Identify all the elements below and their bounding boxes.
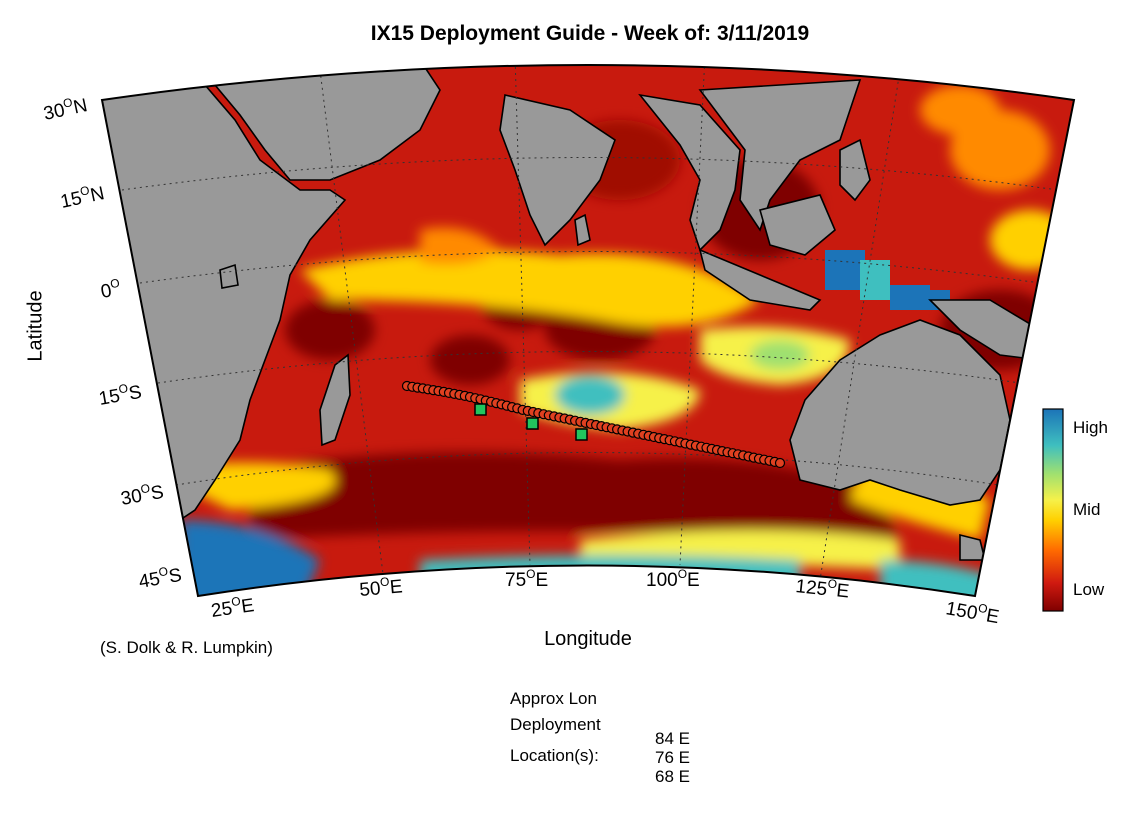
- deployment-label-3: Location(s):: [510, 746, 599, 765]
- track-point: [774, 457, 786, 469]
- lat-tick-label: 30ON: [41, 92, 89, 125]
- lon-tick-label: 75OE: [505, 567, 548, 591]
- high-patch: [890, 285, 930, 310]
- lat-tick-label: 15OS: [97, 379, 144, 410]
- deployment-marker: [474, 403, 487, 416]
- chart-title: IX15 Deployment Guide - Week of: 3/11/20…: [370, 22, 810, 45]
- lon-tick-label: 50OE: [358, 573, 403, 601]
- deployment-marker: [526, 417, 539, 430]
- lat-tick-label: 0O: [99, 276, 123, 303]
- lat-tick-label: 30OS: [119, 479, 166, 510]
- y-axis-label: Latitude: [24, 290, 47, 362]
- colorbar-label-mid: Mid: [1073, 500, 1101, 519]
- lon-tick-label: 25OE: [209, 592, 255, 622]
- graticule: [121, 65, 1059, 591]
- deployment-label-1: Approx Lon: [510, 689, 597, 708]
- lon-tick-label: 125OE: [794, 573, 850, 602]
- lat-ticks: 30ON 15ON 0O 15OS 30OS 45OS: [41, 92, 184, 593]
- deployment-value: 68 E: [655, 767, 690, 786]
- ship-track: [401, 380, 786, 469]
- high-patch: [860, 260, 890, 300]
- map-frame: [100, 64, 1076, 598]
- deployment-marker: [575, 428, 588, 441]
- deployment-label-2: Deployment: [510, 715, 601, 734]
- lon-tick-label: 150OE: [944, 595, 1001, 628]
- credit-text: (S. Dolk & R. Lumpkin): [100, 638, 273, 657]
- colorbar-label-low: Low: [1073, 580, 1105, 599]
- lat-tick-label: 15ON: [58, 180, 106, 213]
- lat-tick-label: 45OS: [137, 562, 184, 593]
- lon-tick-label: 100OE: [646, 567, 700, 591]
- high-patch: [825, 250, 865, 290]
- deployment-value: 84 E: [655, 729, 690, 748]
- map-canvas: [102, 65, 1074, 596]
- colorbar-label-high: High: [1073, 418, 1108, 437]
- x-axis-label: Longitude: [544, 628, 632, 650]
- deployment-value: 76 E: [655, 748, 690, 767]
- deployment-markers: [474, 403, 588, 441]
- colorbar: [1042, 408, 1064, 612]
- lon-ticks: 25OE 50OE 75OE 100OE 125OE 150OE: [209, 567, 1001, 628]
